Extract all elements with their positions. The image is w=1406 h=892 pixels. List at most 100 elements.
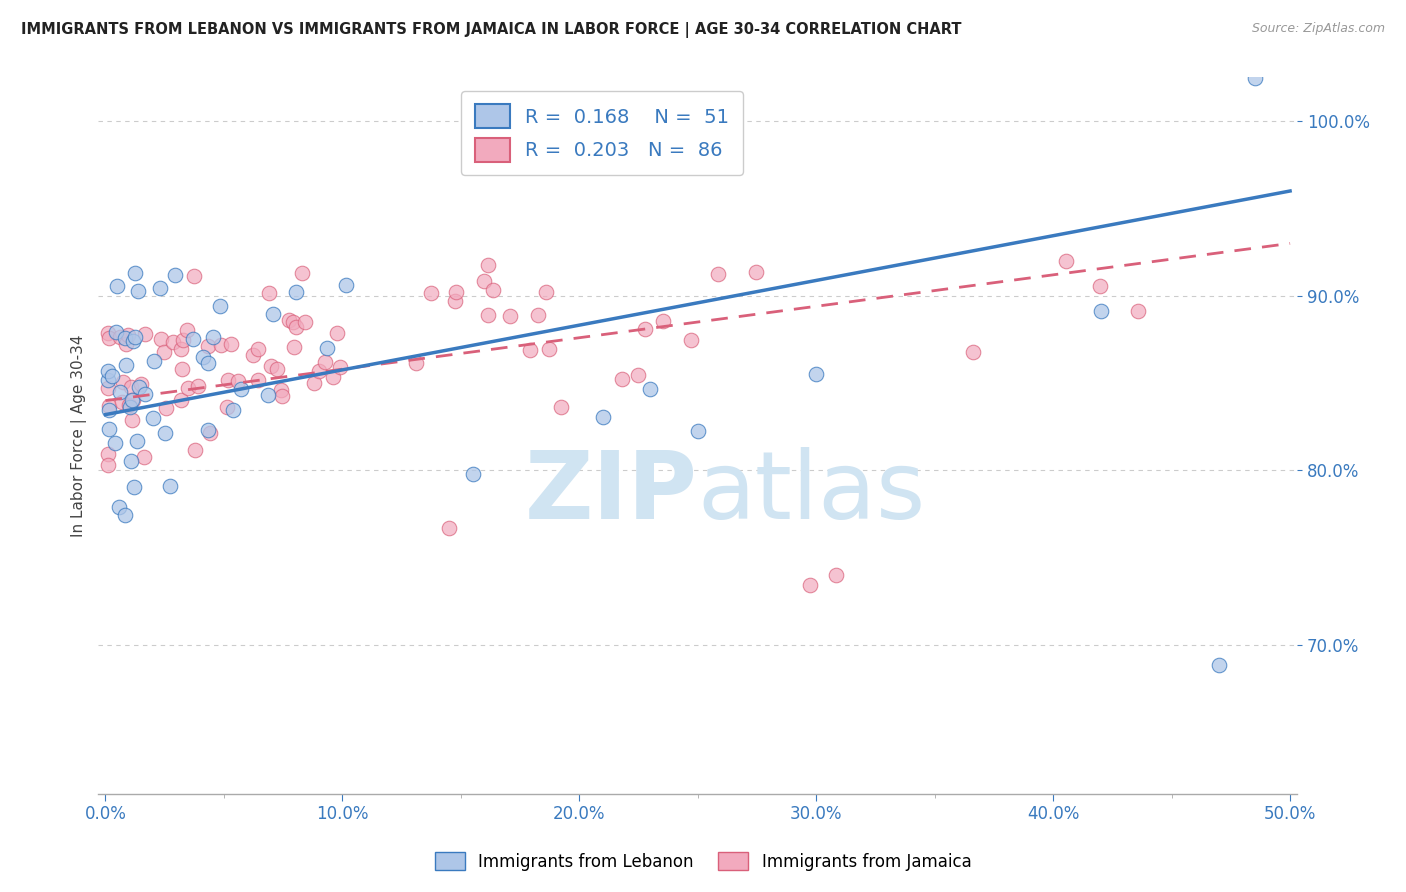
Point <box>132 450 155 464</box>
Point <box>1208 657 1230 672</box>
Point <box>304 376 326 391</box>
Point <box>162 335 184 350</box>
Point <box>124 266 146 280</box>
Point <box>285 285 308 299</box>
Point <box>150 332 173 346</box>
Point <box>281 314 304 328</box>
Point <box>221 337 243 351</box>
Point <box>322 370 344 384</box>
Point <box>278 312 301 326</box>
Point <box>444 293 467 308</box>
Point <box>187 379 209 393</box>
Point <box>97 363 120 377</box>
Point <box>477 258 499 272</box>
Point <box>247 373 270 387</box>
Point <box>181 332 204 346</box>
Point <box>125 434 148 449</box>
Point <box>104 436 127 450</box>
Point <box>128 379 150 393</box>
Point <box>197 423 219 437</box>
Point <box>217 373 239 387</box>
Point <box>170 393 193 408</box>
Point <box>215 400 238 414</box>
Text: IMMIGRANTS FROM LEBANON VS IMMIGRANTS FROM JAMAICA IN LABOR FORCE | AGE 30-34 CO: IMMIGRANTS FROM LEBANON VS IMMIGRANTS FR… <box>21 22 962 38</box>
Point <box>477 308 499 322</box>
Point <box>262 307 284 321</box>
Point <box>679 333 702 347</box>
Point <box>461 467 484 482</box>
Legend: Immigrants from Lebanon, Immigrants from Jamaica: Immigrants from Lebanon, Immigrants from… <box>426 844 980 880</box>
Point <box>124 330 146 344</box>
Text: ZIP: ZIP <box>524 447 697 539</box>
Point <box>122 334 145 348</box>
Point <box>142 410 165 425</box>
Point <box>610 372 633 386</box>
Point <box>222 402 245 417</box>
Point <box>153 344 176 359</box>
Point <box>107 500 129 515</box>
Point <box>270 384 292 398</box>
Point <box>118 398 141 412</box>
Point <box>170 362 193 376</box>
Point <box>97 372 120 386</box>
Point <box>120 380 142 394</box>
Point <box>98 400 121 414</box>
Point <box>127 284 149 298</box>
Point <box>472 274 495 288</box>
Point <box>134 326 156 341</box>
Point <box>257 285 280 300</box>
Text: atlas: atlas <box>697 447 927 539</box>
Point <box>208 299 231 313</box>
Point <box>592 410 614 425</box>
Point <box>149 281 172 295</box>
Point <box>325 326 347 340</box>
Point <box>120 400 142 414</box>
Point <box>284 320 307 334</box>
Point <box>202 330 225 344</box>
Point <box>627 368 650 382</box>
Point <box>159 479 181 493</box>
Point <box>1243 71 1265 86</box>
Point <box>121 393 143 408</box>
Point <box>198 425 221 440</box>
Point <box>197 339 219 353</box>
Point <box>97 326 120 341</box>
Point <box>98 330 121 344</box>
Point <box>183 442 205 457</box>
Point <box>111 376 134 390</box>
Point <box>229 382 252 396</box>
Point <box>651 313 673 327</box>
Point <box>825 568 848 582</box>
Point <box>707 267 730 281</box>
Point <box>291 267 314 281</box>
Point <box>108 330 131 344</box>
Point <box>97 403 120 417</box>
Point <box>537 342 560 356</box>
Point <box>100 369 122 384</box>
Point <box>108 384 131 399</box>
Point <box>97 381 120 395</box>
Point <box>176 323 198 337</box>
Point <box>439 521 461 535</box>
Point <box>110 394 132 409</box>
Point <box>270 389 292 403</box>
Point <box>266 362 288 376</box>
Point <box>163 268 186 282</box>
Point <box>115 358 138 372</box>
Point <box>962 345 984 359</box>
Point <box>114 508 136 522</box>
Point <box>129 377 152 392</box>
Point <box>105 279 128 293</box>
Point <box>634 322 657 336</box>
Point <box>745 265 768 279</box>
Point <box>122 392 145 407</box>
Point <box>686 424 709 438</box>
Point <box>104 325 127 339</box>
Point <box>114 331 136 345</box>
Point <box>799 578 821 592</box>
Point <box>1088 279 1111 293</box>
Point <box>405 356 427 370</box>
Point <box>97 447 120 461</box>
Point <box>257 388 280 402</box>
Point <box>1126 304 1149 318</box>
